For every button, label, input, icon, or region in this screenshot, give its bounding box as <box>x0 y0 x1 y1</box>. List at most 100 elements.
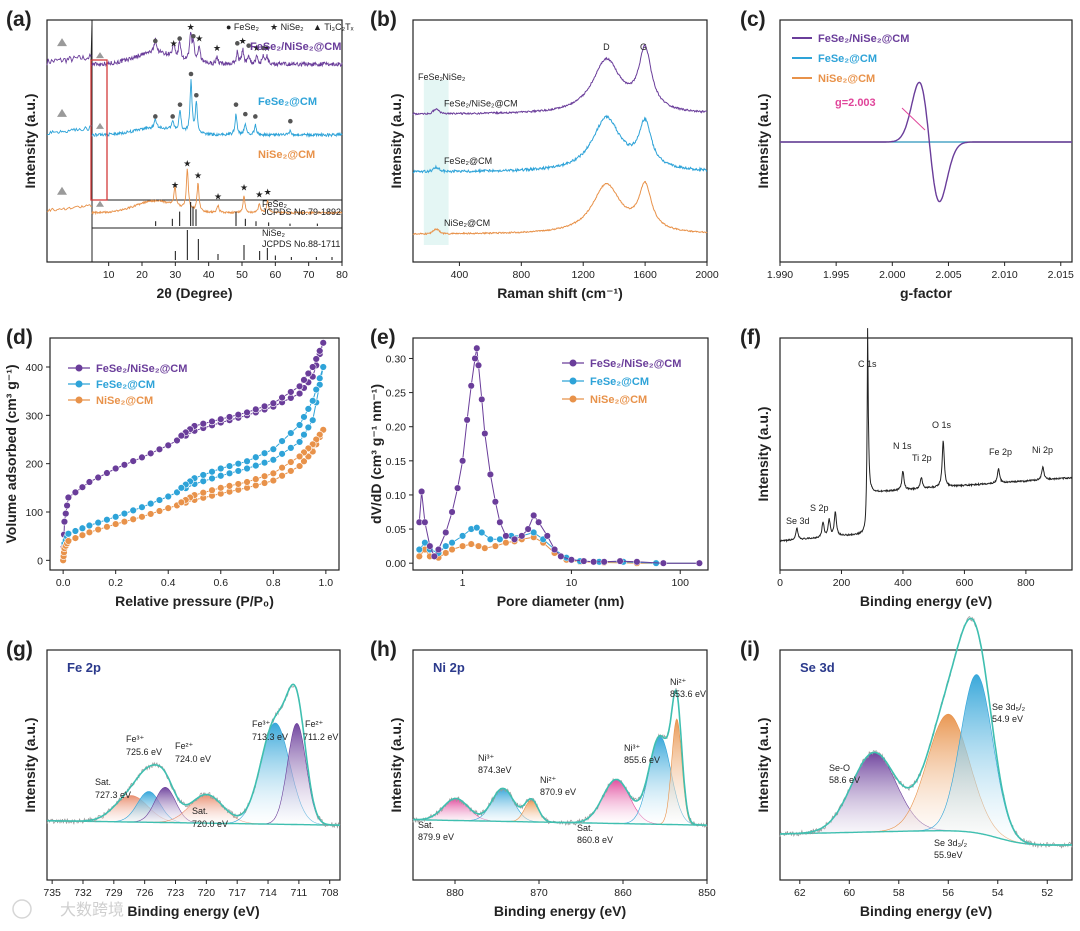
component-label: Se-O <box>829 763 850 773</box>
isotherm-point <box>155 445 164 454</box>
panel-label: (a) <box>6 8 32 31</box>
component-label: Fe²⁺ <box>305 719 324 729</box>
fese2-marker <box>233 102 239 107</box>
peak-label: Ni 2p <box>1032 445 1053 455</box>
x-tick-label: 400 <box>894 577 912 589</box>
pore-point <box>557 552 565 560</box>
isotherm-point <box>217 415 225 423</box>
spectrum-title: Ni 2p <box>433 660 465 675</box>
component-label: Ni³⁺ <box>478 753 494 763</box>
component-value: 855.6 eV <box>624 755 660 765</box>
envelope-line <box>780 617 1072 846</box>
isotherm-point <box>85 478 94 486</box>
component-label: Se 3d₅/₂ <box>992 702 1026 712</box>
x-tick-label: 2.010 <box>991 269 1017 281</box>
isotherm-point <box>300 376 308 384</box>
x-tick-label: 0.6 <box>213 577 228 589</box>
isotherm-point <box>120 461 129 469</box>
y-tick-label: 0.10 <box>386 490 407 502</box>
isotherm-point <box>138 453 146 462</box>
isotherm-point <box>138 503 146 511</box>
fese2-marker <box>261 45 266 51</box>
x-axis-label: Binding energy (eV) <box>127 903 259 919</box>
y-axis-label: Volume adsorbed (cm³ g⁻¹) <box>3 364 19 543</box>
x-tick-label: 850 <box>698 887 716 899</box>
legend-label: FeSe₂/NiSe₂@CM <box>590 358 681 370</box>
isotherm-point <box>243 464 251 473</box>
ref-card-id: JCPDS No.88-1711 <box>262 239 340 249</box>
plot-frame <box>46 19 343 263</box>
panel-i-se3d: (i) 62 60 58 56 54 52 Binding energy (eV) Intens… <box>740 616 1073 919</box>
isotherm-point <box>309 416 317 424</box>
legend-label: FeSe₂@CM <box>96 379 155 391</box>
x-tick-label: 800 <box>513 269 531 281</box>
spectrum-title: Se 3d <box>800 660 835 675</box>
y-tick-label: 0 <box>37 555 43 567</box>
series-label: NiSe₂@CM <box>444 218 490 228</box>
series-label: FeSe₂@CM <box>258 96 317 108</box>
isotherm-point <box>177 484 186 492</box>
x-tick-label: 860 <box>614 887 632 899</box>
legend-marker <box>75 364 83 372</box>
component-label: Fe³⁺ <box>252 719 271 729</box>
component-label: Fe²⁺ <box>175 741 194 751</box>
isotherm-point <box>278 472 286 480</box>
isotherm-point <box>278 393 286 402</box>
fese2-marker <box>246 43 251 48</box>
isotherm-point <box>252 461 260 470</box>
isotherm-point <box>111 520 120 528</box>
watermark-logo-icon <box>12 899 32 919</box>
isotherm-point <box>278 463 286 472</box>
isotherm-point <box>164 441 172 449</box>
nise2-marker: ★ <box>170 38 178 48</box>
highlight-band <box>423 80 449 245</box>
panel-label: (i) <box>740 638 760 661</box>
x-axis-label: 2θ (Degree) <box>156 285 232 301</box>
pore-point <box>448 508 456 516</box>
peak-label: Ti 2p <box>912 453 932 463</box>
isotherm-point <box>252 453 260 461</box>
pore-point <box>481 429 489 438</box>
component-value: 725.6 eV <box>126 747 162 757</box>
pore-point <box>491 498 499 506</box>
component-label: Sat. <box>192 806 208 816</box>
plot-frame <box>46 649 341 881</box>
x-tick-label: 60 <box>269 269 281 281</box>
isotherm-point <box>120 509 129 518</box>
isotherm-point <box>295 389 304 398</box>
y-tick-label: 0.25 <box>386 388 407 400</box>
y-tick-label: 0.00 <box>386 558 407 570</box>
x-tick-label: 30 <box>169 269 181 281</box>
isotherm-point <box>199 420 207 428</box>
isotherm-point <box>217 472 225 480</box>
x-tick-label: 40 <box>203 269 215 281</box>
x-tick-label: 80 <box>336 269 348 281</box>
x-axis-label: g-factor <box>900 285 953 301</box>
legend-label: NiSe₂@CM <box>818 73 875 85</box>
pore-point <box>442 542 450 550</box>
y-tick-label: 0.20 <box>386 422 407 434</box>
y-axis-label: dV/dD (cm³ g⁻¹ nm⁻¹) <box>368 384 384 524</box>
component-value: 711.2 eV <box>303 732 338 742</box>
isotherm-point <box>287 444 295 452</box>
isotherm-point <box>129 515 137 523</box>
band-label: D <box>603 42 610 52</box>
plot-frame <box>412 19 708 263</box>
component-value: 713.3 eV <box>252 732 288 742</box>
isotherm-point <box>78 483 87 491</box>
x-tick-label: 1.0 <box>319 577 334 589</box>
x-tick-label: 800 <box>1017 577 1035 589</box>
ref-card-name: NiSe₂ <box>262 228 286 238</box>
legend-marker <box>569 395 577 403</box>
component-value: 860.8 eV <box>577 835 613 845</box>
y-tick-label: 400 <box>25 362 43 374</box>
peak-label: S 2p <box>810 503 829 513</box>
nise2-marker: ★ <box>187 22 195 32</box>
isotherm-point <box>199 471 207 479</box>
x-tick-label: 711 <box>291 887 308 899</box>
isotherm-point <box>287 467 295 475</box>
isotherm-point <box>319 363 327 371</box>
isotherm-point <box>71 488 80 497</box>
x-axis-label: Pore diameter (nm) <box>497 593 625 609</box>
